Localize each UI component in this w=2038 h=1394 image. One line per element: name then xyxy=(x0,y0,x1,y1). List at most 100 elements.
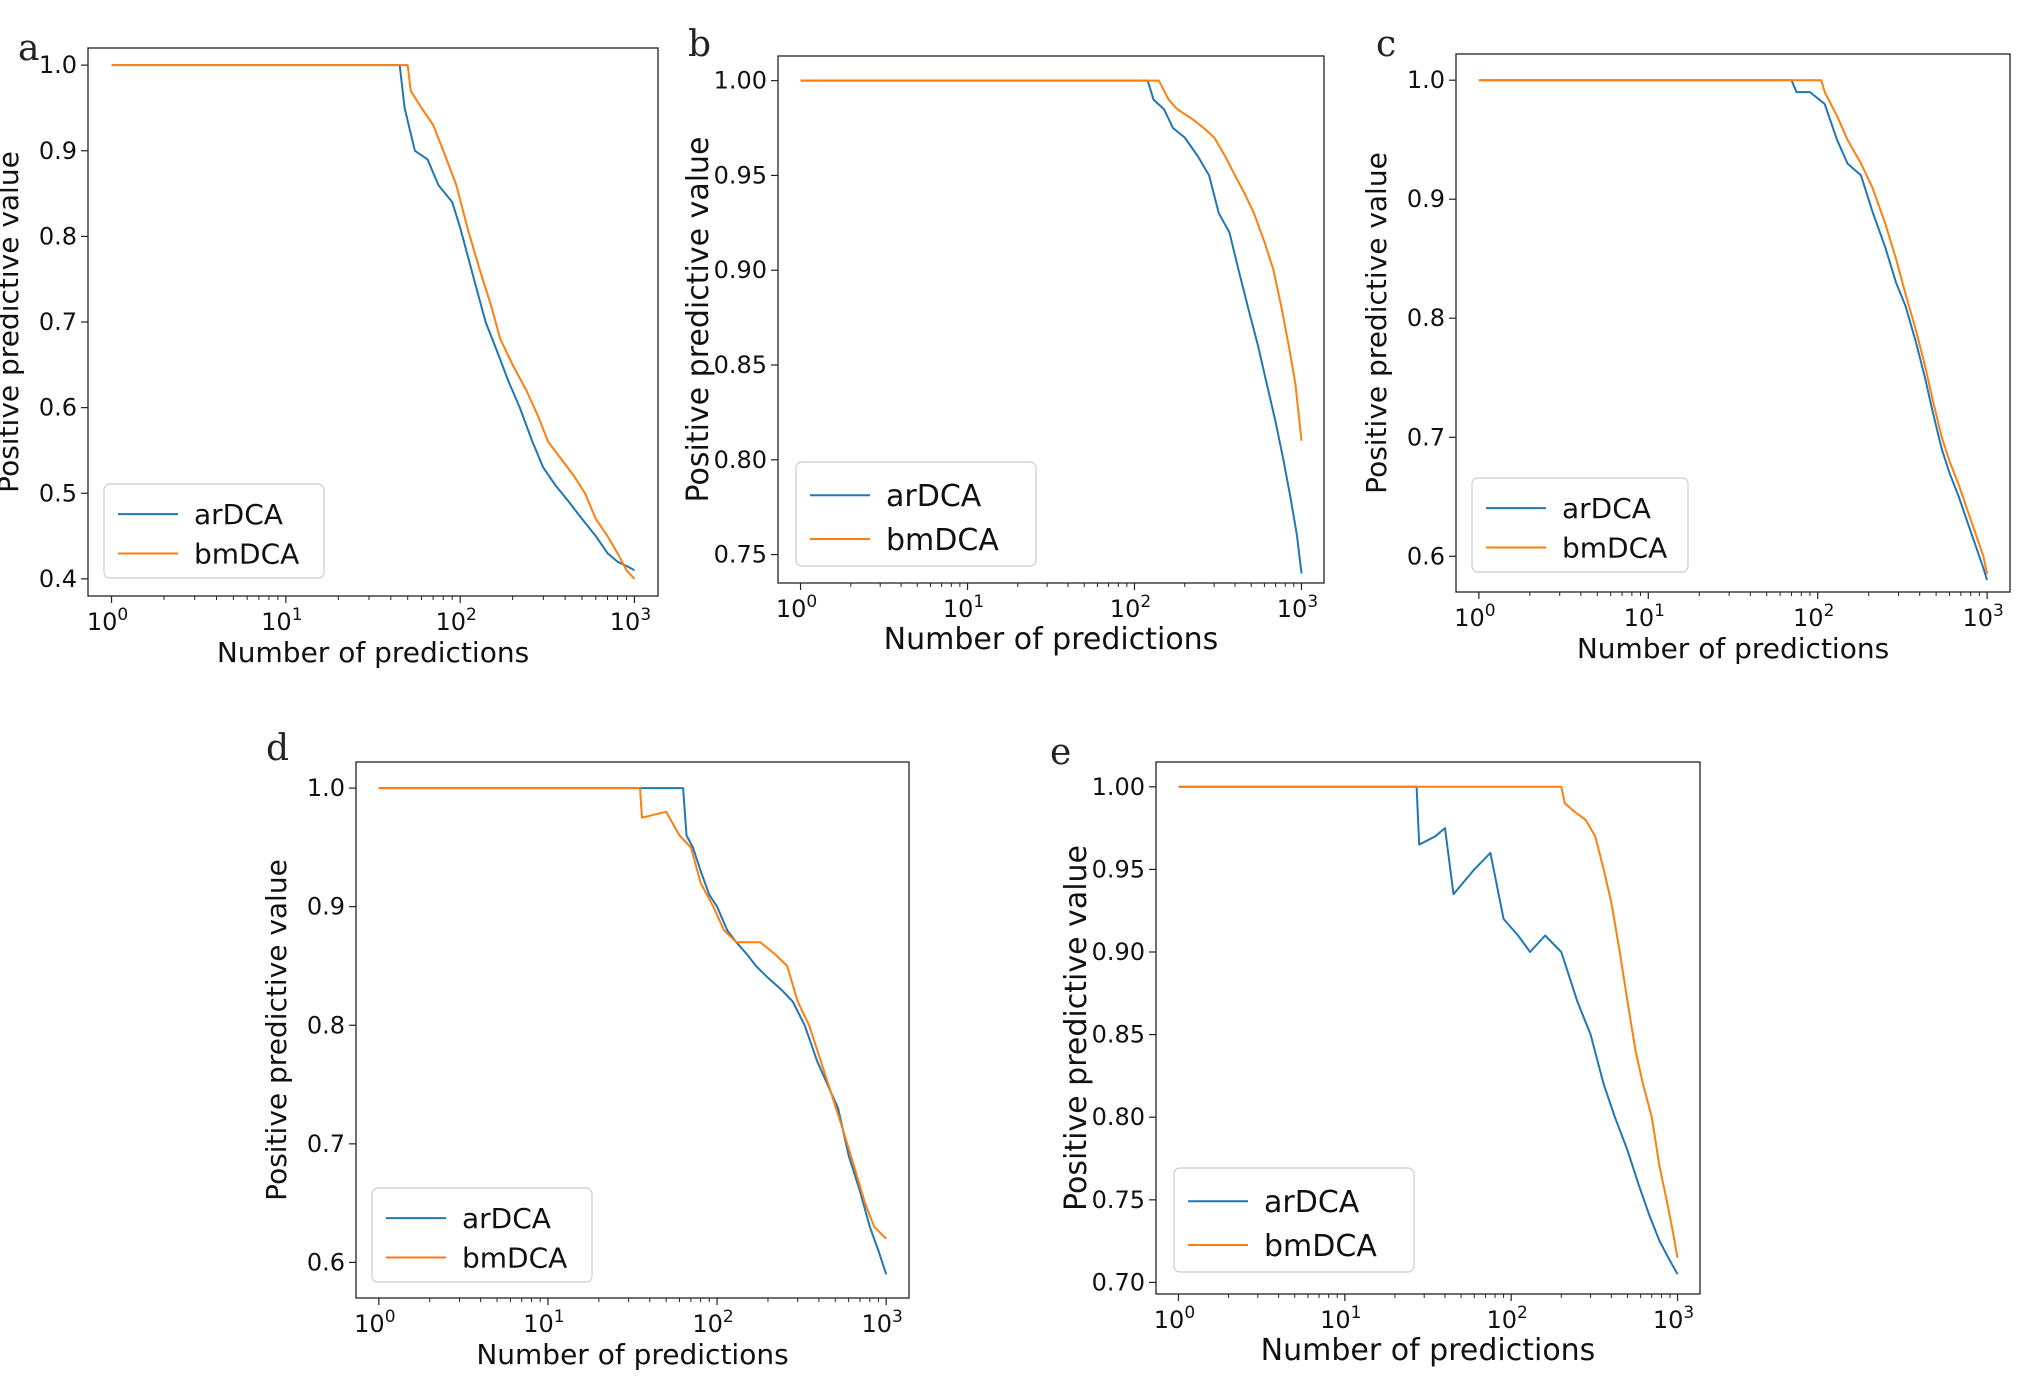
legend: arDCA bmDCA xyxy=(1173,1167,1415,1273)
y-tick-label: 1.00 xyxy=(1092,773,1145,801)
y-tick-label: 0.8 xyxy=(1407,304,1445,332)
legend-box xyxy=(795,461,1037,567)
y-tick-label: 0.80 xyxy=(714,446,767,474)
legend: arDCA bmDCA xyxy=(1471,477,1689,573)
x-axis-label: Number of predictions xyxy=(217,636,529,669)
y-axis-label: Positive predictive value xyxy=(0,151,25,493)
x-tick-label: 102 xyxy=(435,605,476,636)
y-tick-label: 0.8 xyxy=(39,222,77,250)
y-tick-label: 0.9 xyxy=(39,137,77,165)
legend-label-bmDCA: bmDCA xyxy=(1562,532,1667,565)
x-tick-label: 102 xyxy=(1110,592,1151,623)
y-tick-label: 1.00 xyxy=(714,67,767,95)
x-tick-label: 103 xyxy=(1962,601,2003,632)
y-tick-label: 0.7 xyxy=(1407,423,1445,451)
legend: arDCA bmDCA xyxy=(795,461,1037,567)
series-line-arDCA xyxy=(378,787,888,1275)
y-tick-label: 0.90 xyxy=(714,256,767,284)
y-axis-label: Positive predictive value xyxy=(1059,845,1094,1211)
panel-label-a: a xyxy=(18,28,40,69)
y-axis-label: Positive predictive value xyxy=(681,136,716,502)
chart-panel-d: 1.0 0.9 0.8 0.7 0.6 100 101 102 103 Number of pre… xyxy=(260,761,910,1371)
plot-frame xyxy=(777,55,1325,584)
legend-label-bmDCA: bmDCA xyxy=(462,1242,567,1275)
x-tick-label: 102 xyxy=(1486,1303,1527,1334)
panel-label-d: d xyxy=(266,728,290,769)
y-tick-label: 0.7 xyxy=(39,308,77,336)
series-line-arDCA xyxy=(1478,79,1989,581)
y-tick-label: 1.0 xyxy=(307,774,345,802)
y-tick-label: 0.75 xyxy=(1092,1186,1145,1214)
y-tick-label: 0.4 xyxy=(39,565,77,593)
y-tick-label: 0.6 xyxy=(307,1248,345,1276)
panel-label-c: c xyxy=(1376,24,1397,65)
series-line-bmDCA xyxy=(111,64,636,580)
plot-frame xyxy=(355,761,910,1299)
legend: arDCA bmDCA xyxy=(103,483,325,579)
plot-frame xyxy=(1455,53,2011,593)
x-tick-label: 101 xyxy=(943,592,984,623)
x-tick-label: 103 xyxy=(861,1307,902,1338)
y-tick-label: 0.90 xyxy=(1092,938,1145,966)
legend-label-bmDCA: bmDCA xyxy=(1264,1229,1377,1264)
panel-label-b: b xyxy=(688,24,712,65)
y-tick-label: 0.9 xyxy=(307,893,345,921)
y-tick-label: 0.9 xyxy=(1407,185,1445,213)
legend: arDCA bmDCA xyxy=(371,1187,593,1283)
series-line-bmDCA xyxy=(378,787,887,1240)
legend-label-arDCA: arDCA xyxy=(462,1202,551,1235)
x-tick-label: 101 xyxy=(261,605,302,636)
y-tick-label: 0.8 xyxy=(307,1011,345,1039)
x-tick-label: 101 xyxy=(1320,1303,1361,1334)
x-axis-label: Number of predictions xyxy=(884,622,1219,657)
x-tick-label: 101 xyxy=(1624,601,1665,632)
x-tick-label: 103 xyxy=(1653,1303,1694,1334)
x-tick-label: 103 xyxy=(1277,592,1318,623)
series-line-arDCA xyxy=(111,64,635,572)
y-tick-label: 0.7 xyxy=(307,1130,345,1158)
series-line-bmDCA xyxy=(1178,785,1679,1258)
x-tick-label: 102 xyxy=(1793,601,1834,632)
x-tick-label: 102 xyxy=(692,1307,733,1338)
y-tick-label: 0.95 xyxy=(1092,855,1145,883)
x-tick-label: 103 xyxy=(610,605,651,636)
legend-label-arDCA: arDCA xyxy=(1264,1185,1360,1220)
y-tick-label: 0.85 xyxy=(714,351,767,379)
series-line-arDCA xyxy=(1178,785,1679,1275)
x-axis-label: Number of predictions xyxy=(1577,632,1889,665)
y-tick-label: 0.70 xyxy=(1092,1268,1145,1296)
y-tick-label: 0.85 xyxy=(1092,1021,1145,1049)
y-tick-label: 1.0 xyxy=(39,51,77,79)
series-line-bmDCA xyxy=(1478,79,1989,575)
x-tick-label: 100 xyxy=(87,605,128,636)
chart-panel-e: 1.00 0.95 0.90 0.85 0.80 0.75 0.70 100 101 102 103… xyxy=(1059,761,1701,1368)
series-line-arDCA xyxy=(800,79,1303,574)
plot-frame xyxy=(1155,761,1701,1295)
x-axis-label: Number of predictions xyxy=(476,1338,788,1371)
y-tick-label: 0.6 xyxy=(39,394,77,422)
chart-panel-a: 1.0 0.9 0.8 0.7 0.6 0.5 0.4 100 101 102 103 Number … xyxy=(0,47,659,669)
y-axis-label: Positive predictive value xyxy=(260,859,293,1201)
legend-label-arDCA: arDCA xyxy=(194,498,283,531)
y-axis-label: Positive predictive value xyxy=(1360,152,1393,494)
x-tick-label: 100 xyxy=(776,592,817,623)
x-axis-label: Number of predictions xyxy=(1261,1333,1596,1368)
legend-label-bmDCA: bmDCA xyxy=(886,523,999,558)
legend-label-bmDCA: bmDCA xyxy=(194,538,299,571)
panel-label-e: e xyxy=(1050,732,1072,773)
series-line-bmDCA xyxy=(800,79,1303,441)
legend-box xyxy=(1173,1167,1415,1273)
y-tick-label: 0.75 xyxy=(714,541,767,569)
y-tick-label: 1.0 xyxy=(1407,66,1445,94)
x-tick-label: 100 xyxy=(354,1307,395,1338)
x-tick-label: 100 xyxy=(1454,601,1495,632)
y-tick-label: 0.6 xyxy=(1407,542,1445,570)
legend-label-arDCA: arDCA xyxy=(886,479,982,514)
y-tick-label: 0.95 xyxy=(714,161,767,189)
y-tick-label: 0.5 xyxy=(39,479,77,507)
x-tick-label: 100 xyxy=(1154,1303,1195,1334)
y-tick-label: 0.80 xyxy=(1092,1103,1145,1131)
chart-panel-c: 1.0 0.9 0.8 0.7 0.6 100 101 102 103 Number of pre… xyxy=(1360,53,2011,665)
legend-label-arDCA: arDCA xyxy=(1562,492,1651,525)
